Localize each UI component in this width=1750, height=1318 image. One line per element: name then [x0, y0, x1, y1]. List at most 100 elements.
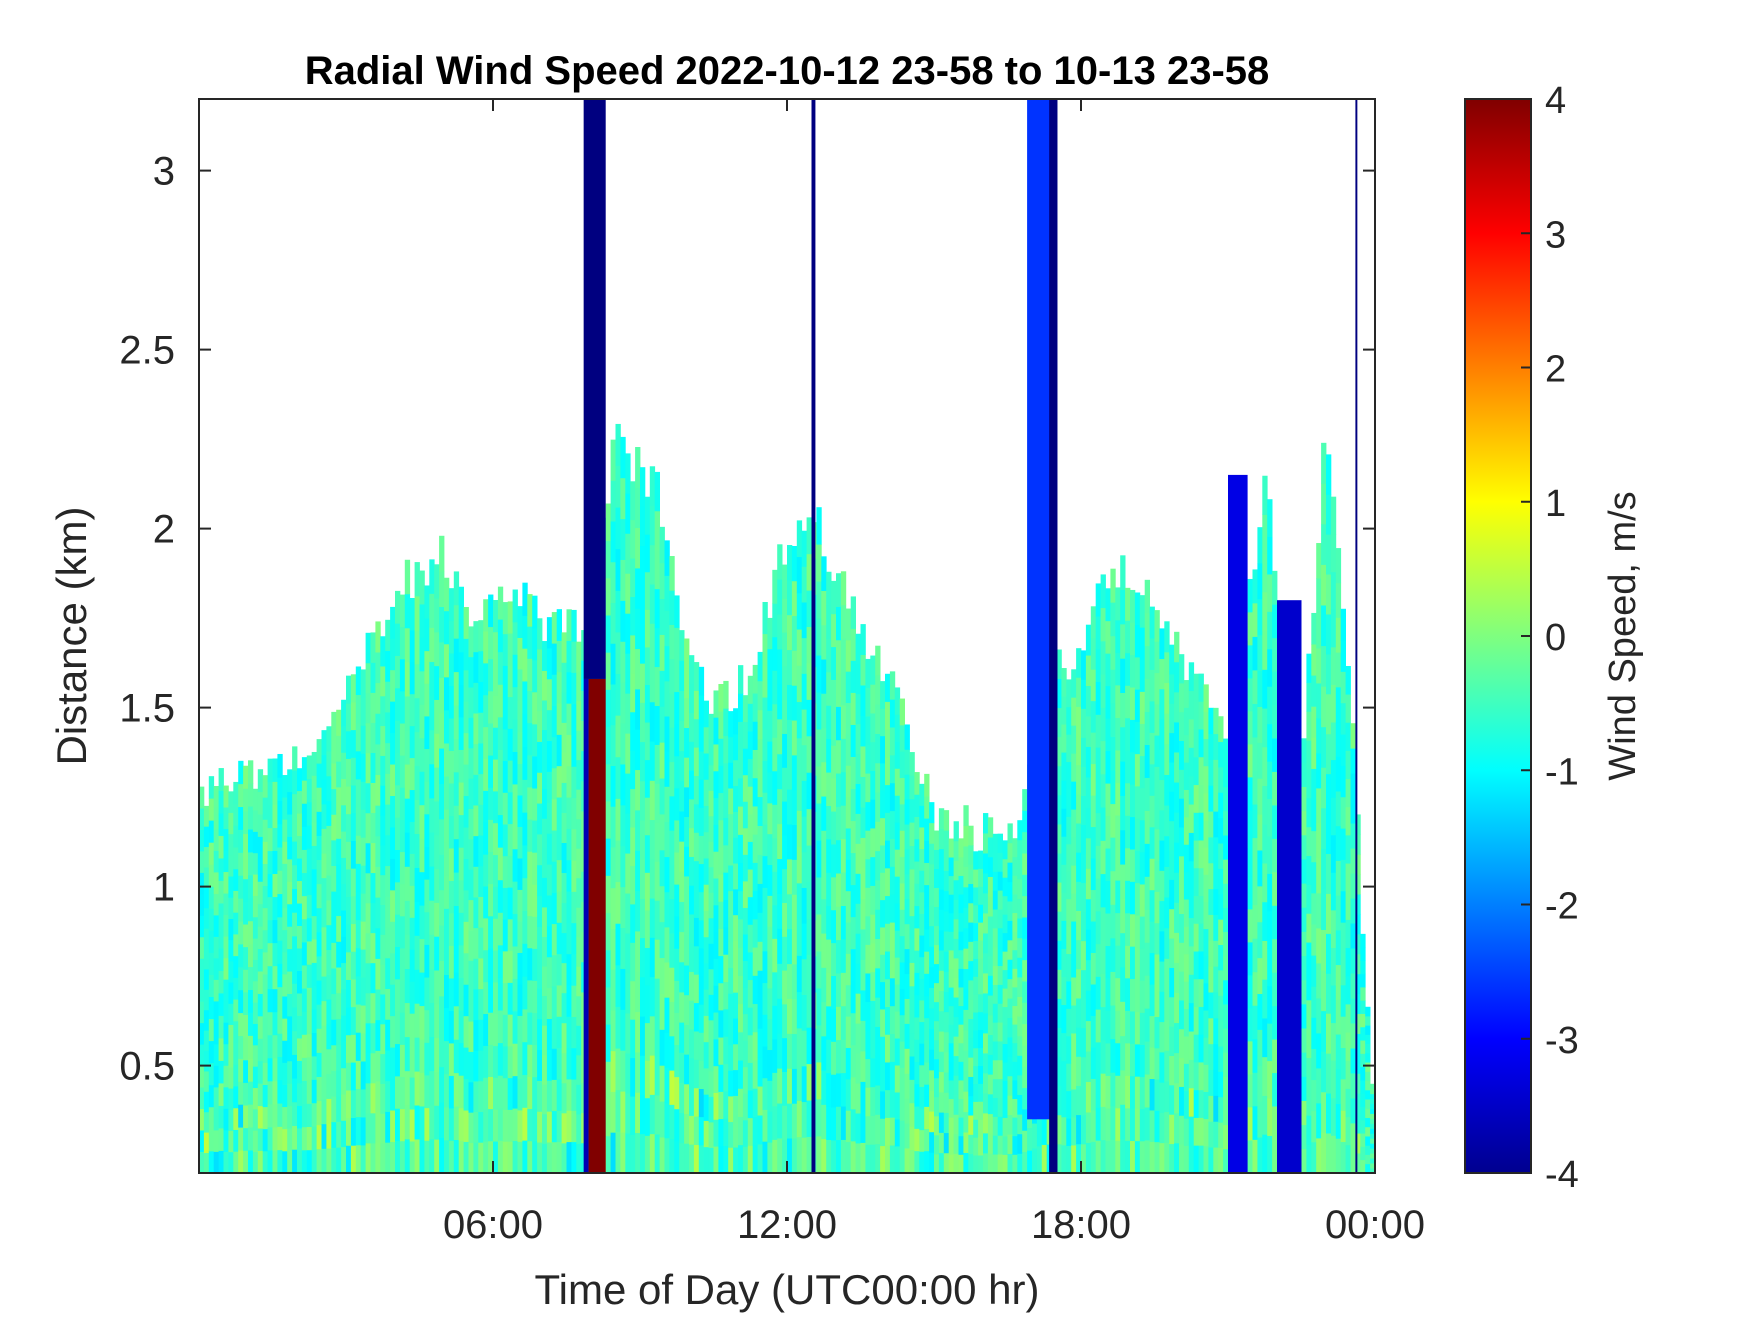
heatmap-cell [880, 735, 886, 764]
heatmap-cell [341, 910, 347, 937]
heatmap-cell [875, 997, 881, 1027]
colorbar-label: Wind Speed, m/s [1602, 491, 1644, 780]
heatmap-cell [1076, 1143, 1082, 1173]
heatmap-cell [752, 777, 758, 807]
heatmap-cell [223, 1065, 229, 1088]
heatmap-cell [997, 890, 1003, 910]
heatmap-cell [1115, 1140, 1121, 1173]
heatmap-cell [1115, 1075, 1121, 1109]
heatmap-cell [1012, 949, 1018, 969]
heatmap-cell [630, 1134, 636, 1173]
heatmap-cell [1159, 1021, 1165, 1053]
heatmap-cell [963, 1111, 969, 1133]
heatmap-cell [787, 963, 793, 999]
heatmap-cell [1120, 932, 1126, 968]
heatmap-cell [1022, 1109, 1028, 1131]
heatmap-cell [346, 758, 352, 787]
heatmap-cell [1198, 978, 1204, 1007]
heatmap-cell [497, 879, 504, 913]
heatmap-cell [973, 1047, 979, 1067]
heatmap-cell [889, 1145, 896, 1173]
heatmap-cell [1076, 764, 1082, 795]
heatmap-cell [228, 812, 234, 835]
heatmap-cell [850, 788, 856, 822]
heatmap-cell [615, 881, 621, 924]
heatmap-cell [605, 1098, 611, 1137]
heatmap-cell [571, 1141, 577, 1173]
heatmap-cell [439, 606, 445, 643]
heatmap-cell [948, 1042, 954, 1062]
heatmap-cell [777, 544, 783, 580]
heatmap-cell [1188, 1144, 1195, 1173]
heatmap-cell [233, 1020, 239, 1044]
heatmap-cell [488, 723, 494, 756]
heatmap-cell [546, 1018, 553, 1050]
heatmap-cell [772, 737, 778, 772]
heatmap-cell [703, 1041, 709, 1069]
heatmap-cell [1076, 998, 1082, 1028]
heatmap-cell [1321, 1051, 1327, 1093]
heatmap-cell [1095, 648, 1101, 683]
heatmap-cell [640, 820, 646, 860]
heatmap-cell [350, 868, 357, 897]
heatmap-cell [870, 713, 876, 743]
heatmap-cell [1198, 701, 1204, 730]
heatmap-cell [380, 755, 386, 786]
heatmap-cell [1355, 894, 1361, 915]
heatmap-cell [1066, 761, 1072, 790]
heatmap-cell [434, 767, 440, 802]
heatmap-cell [669, 1070, 675, 1105]
heatmap-cell [404, 934, 411, 969]
heatmap-cell [243, 901, 249, 925]
heatmap-cell [1056, 1027, 1062, 1058]
heatmap-cell [1350, 998, 1356, 1024]
heatmap-cell [223, 914, 229, 937]
heatmap-cell [806, 845, 812, 882]
heatmap-cell [532, 1108, 538, 1142]
heatmap-cell [693, 1116, 700, 1146]
heatmap-cell [1110, 1005, 1116, 1040]
heatmap-cell [723, 1063, 729, 1092]
heatmap-cell [365, 812, 371, 844]
heatmap-cell [924, 884, 930, 908]
heatmap-cell [669, 933, 675, 968]
heatmap-cell [1267, 836, 1273, 874]
heatmap-cell [1095, 910, 1101, 945]
heatmap-cell [493, 600, 499, 633]
heatmap-cell [1076, 1056, 1082, 1086]
heatmap-cell [1002, 1154, 1008, 1173]
heatmap-cell [1345, 947, 1351, 977]
heatmap-cell [1159, 658, 1165, 690]
heatmap-cell [1169, 1114, 1175, 1145]
heatmap-cell [473, 713, 479, 745]
heatmap-cell [1174, 812, 1180, 843]
heatmap-cell [473, 1081, 479, 1113]
heatmap-cell [385, 1019, 391, 1051]
heatmap-cell [556, 703, 562, 735]
heatmap-cell [836, 806, 842, 841]
heatmap-cell [257, 1083, 264, 1107]
heatmap-cell [350, 923, 357, 952]
heatmap-cell [365, 1052, 371, 1084]
heatmap-cell [635, 1132, 641, 1173]
heatmap-cell [1198, 1089, 1204, 1118]
heatmap-cell [1120, 864, 1126, 899]
heatmap-cell [453, 838, 460, 873]
heatmap-cell [738, 834, 744, 864]
heatmap-cell [203, 928, 210, 950]
heatmap-cell [208, 908, 215, 931]
heatmap-cell [326, 974, 332, 1000]
heatmap-cell [1272, 1139, 1278, 1173]
heatmap-cell [934, 849, 940, 869]
heatmap-cell [997, 852, 1003, 872]
heatmap-cell [257, 791, 264, 815]
heatmap-cell [1208, 733, 1214, 760]
heatmap-cell [350, 702, 357, 731]
heatmap-cell [1139, 916, 1146, 949]
heatmap-cell [311, 1056, 317, 1080]
heatmap-cell [1311, 924, 1317, 956]
heatmap-cell [439, 748, 445, 784]
heatmap-cell [772, 636, 778, 671]
heatmap-cell [399, 691, 406, 724]
heatmap-cell [860, 1051, 866, 1082]
